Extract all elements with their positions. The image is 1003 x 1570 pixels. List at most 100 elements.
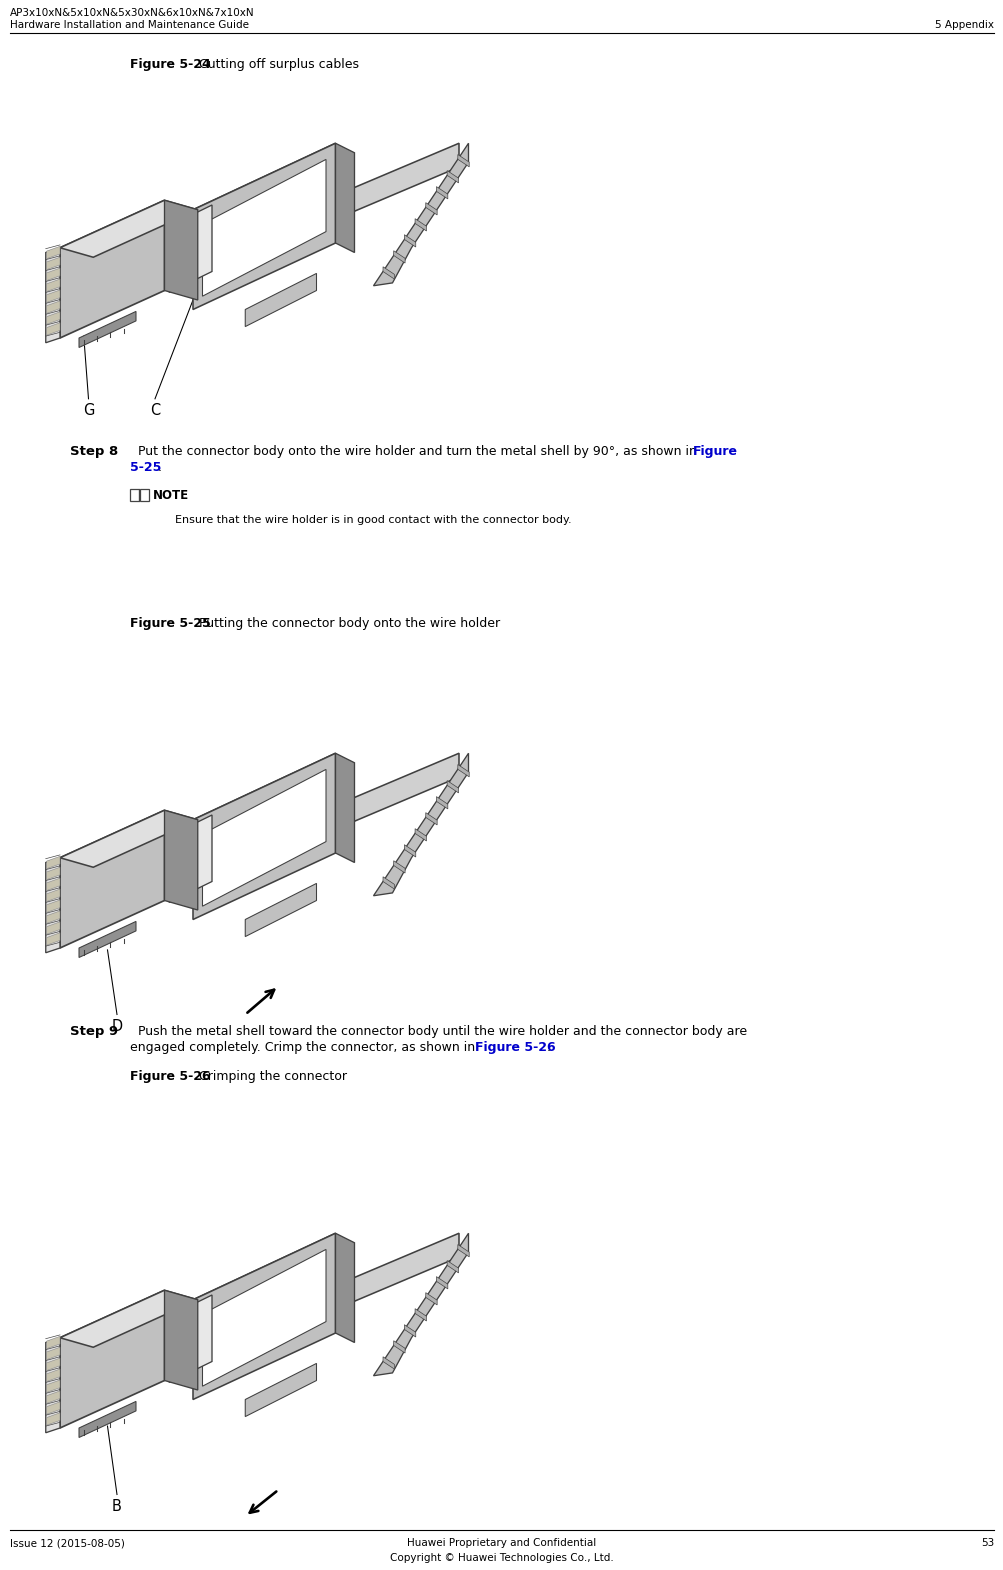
Polygon shape [47,1358,60,1371]
Text: Step 9: Step 9 [70,1025,118,1038]
Ellipse shape [152,225,196,272]
Polygon shape [245,884,316,937]
Text: Figure 5-25: Figure 5-25 [129,617,211,630]
Polygon shape [393,251,404,264]
Polygon shape [46,857,60,953]
Polygon shape [414,829,426,842]
Polygon shape [245,1363,316,1416]
Polygon shape [393,1341,404,1353]
Polygon shape [203,160,326,297]
Text: D: D [111,1019,122,1035]
Polygon shape [47,856,60,868]
Polygon shape [212,754,458,881]
Polygon shape [193,143,335,225]
Text: engaged completely. Crimp the connector, as shown in: engaged completely. Crimp the connector,… [129,1041,478,1053]
Polygon shape [193,143,335,309]
Polygon shape [47,290,60,303]
Polygon shape [212,1234,458,1361]
Polygon shape [47,911,60,923]
Polygon shape [193,1234,335,1314]
Polygon shape [46,248,60,342]
Text: Ensure that the wire holder is in good contact with the connector body.: Ensure that the wire holder is in good c… [175,515,571,524]
Polygon shape [47,900,60,912]
Polygon shape [457,154,468,166]
Polygon shape [60,810,164,948]
Text: Step 8: Step 8 [70,444,118,458]
Polygon shape [193,754,335,834]
Text: 5 Appendix: 5 Appendix [934,20,993,30]
Polygon shape [382,876,394,889]
Text: AP3x10xN&5x10xN&5x30xN&6x10xN&7x10xN: AP3x10xN&5x10xN&5x30xN&6x10xN&7x10xN [10,8,255,17]
Polygon shape [47,257,60,270]
Polygon shape [382,1356,394,1369]
Polygon shape [373,1234,468,1375]
Polygon shape [436,1276,447,1289]
Polygon shape [79,1402,135,1438]
Polygon shape [373,754,468,896]
Polygon shape [47,1380,60,1393]
Text: 5-25: 5-25 [129,462,161,474]
Ellipse shape [159,860,189,893]
Polygon shape [60,1291,198,1347]
Polygon shape [164,201,198,300]
Polygon shape [60,1291,164,1429]
Polygon shape [335,754,354,862]
Polygon shape [425,813,436,824]
Polygon shape [373,143,468,286]
Polygon shape [425,203,436,215]
Text: G: G [82,402,94,418]
Polygon shape [47,889,60,901]
Polygon shape [404,234,415,246]
Text: Push the metal shell toward the connector body until the wire holder and the con: Push the metal shell toward the connecto… [129,1025,746,1038]
Text: NOTE: NOTE [152,488,189,502]
Polygon shape [414,218,426,231]
Polygon shape [436,187,447,199]
Polygon shape [46,1338,60,1433]
Text: Issue 12 (2015-08-05): Issue 12 (2015-08-05) [10,1539,124,1548]
Ellipse shape [159,1341,189,1374]
Polygon shape [47,933,60,945]
Polygon shape [47,279,60,292]
Text: Put the connector body onto the wire holder and turn the metal shell by 90°, as : Put the connector body onto the wire hol… [129,444,700,458]
Text: Figure 5-26: Figure 5-26 [474,1041,555,1053]
Polygon shape [47,1402,60,1415]
Text: Huawei Proprietary and Confidential: Huawei Proprietary and Confidential [407,1539,596,1548]
Text: Cutting off surplus cables: Cutting off surplus cables [195,58,359,71]
Text: Crimping the connector: Crimping the connector [195,1071,347,1083]
Polygon shape [164,1291,198,1389]
Polygon shape [47,878,60,890]
Polygon shape [60,201,198,257]
Polygon shape [404,845,415,857]
Text: B: B [112,1499,121,1513]
Ellipse shape [152,1314,196,1361]
Polygon shape [60,201,164,338]
Polygon shape [47,1391,60,1404]
Text: Figure: Figure [692,444,737,458]
Polygon shape [335,1234,354,1342]
Text: .: . [157,462,161,474]
Text: Figure 5-24: Figure 5-24 [129,58,211,71]
Ellipse shape [152,834,196,881]
Text: Figure 5-26: Figure 5-26 [129,1071,211,1083]
Text: .: . [547,1041,551,1053]
Polygon shape [446,1261,458,1273]
Polygon shape [47,867,60,879]
Polygon shape [170,206,212,292]
Polygon shape [404,1325,415,1338]
Polygon shape [457,765,468,777]
Text: Putting the connector body onto the wire holder: Putting the connector body onto the wire… [195,617,499,630]
Polygon shape [47,246,60,259]
Polygon shape [79,922,135,958]
Polygon shape [436,796,447,809]
Polygon shape [382,267,394,279]
Text: Copyright © Huawei Technologies Co., Ltd.: Copyright © Huawei Technologies Co., Ltd… [390,1553,613,1564]
Polygon shape [79,311,135,347]
Polygon shape [47,1413,60,1426]
Bar [129,488,138,501]
Polygon shape [47,323,60,334]
Polygon shape [245,273,316,327]
Polygon shape [203,1250,326,1386]
Bar [139,488,148,501]
Polygon shape [170,1295,212,1383]
Polygon shape [47,922,60,934]
